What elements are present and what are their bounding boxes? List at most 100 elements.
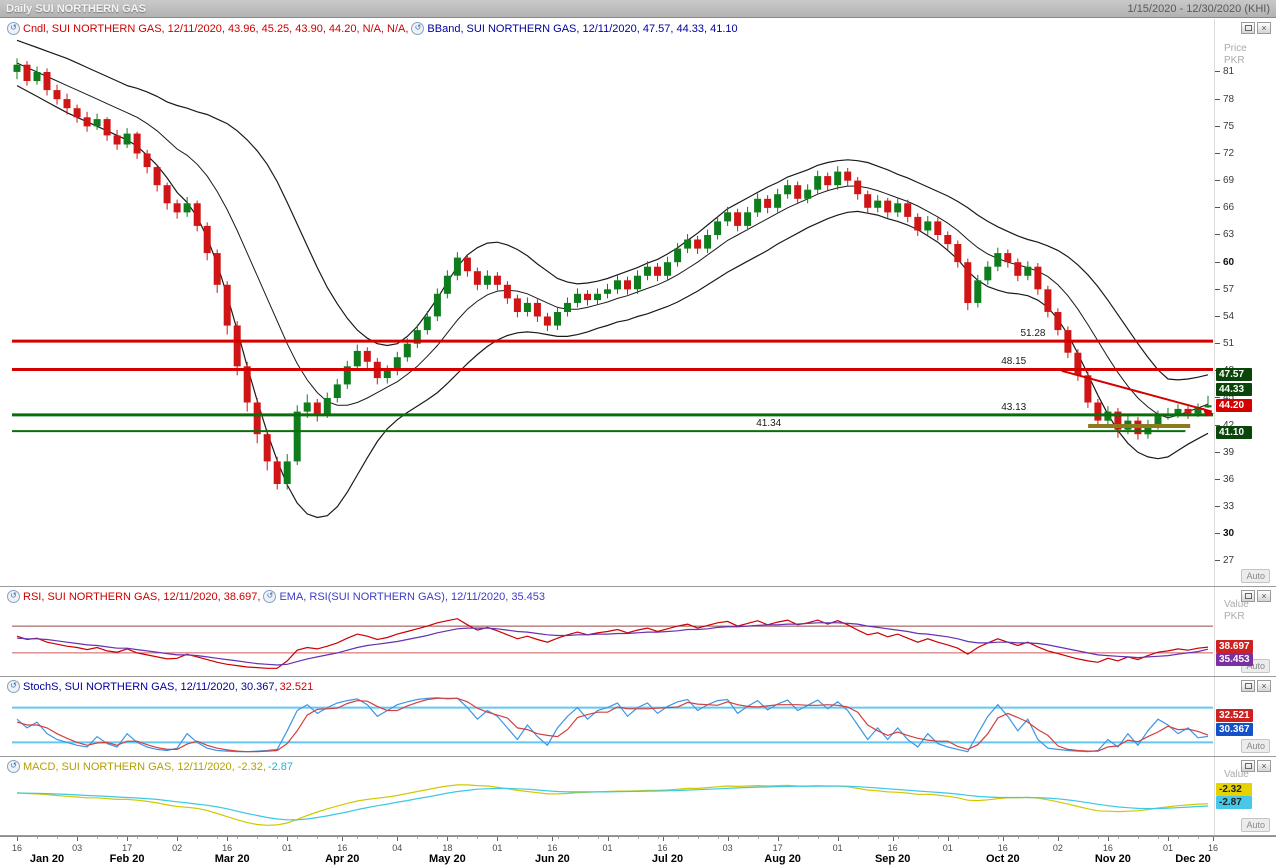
axis-title: PKR [1224,55,1245,66]
date-tick-label: 03 [722,843,733,853]
minor-tick [897,837,899,839]
window-title: Daily SUI NORTHERN GAS [6,2,146,15]
minor-tick [437,837,439,839]
auto-scale-button[interactable]: Auto [1241,818,1270,832]
parameters-icon[interactable]: ↺ [411,22,425,35]
parameters-icon[interactable]: ↺ [7,590,20,603]
tick-value: 69 [1223,175,1235,187]
date-range-label: 1/15/2020 - 12/30/2020 (KHI) [1127,2,1270,15]
date-tick-label: 02 [1052,843,1063,853]
minor-tick [197,837,199,839]
tick-mark [1215,207,1220,209]
price-panel: 51.28 48.15 43.13 41.34 ↺ Cndl, SUI NORTHERN … [0,19,1276,587]
down-trendline[interactable] [1061,369,1213,413]
stoch-series-line [16,697,1209,753]
panel-close-button[interactable]: × [1257,590,1271,602]
minor-tick [257,837,259,839]
restore-icon [1244,682,1252,689]
axis-separator [1214,19,1215,586]
date-tick [342,837,344,841]
month-label: Oct 20 [985,853,1020,865]
panel-restore-button[interactable] [1241,590,1255,602]
axis-separator [1214,757,1215,835]
price-scale-tick: 36 [1215,473,1234,485]
minor-tick [357,837,359,839]
minor-tick [917,837,919,839]
month-label: Feb 20 [109,853,145,865]
auto-scale-button[interactable]: Auto [1241,739,1270,753]
price-scale-tick: 45 [1215,392,1234,404]
axis-title: Value [1224,769,1249,780]
panel-close-button[interactable]: × [1257,22,1271,34]
tick-value: 42 [1223,419,1235,431]
line-value-label: 51.28 [1018,328,1048,340]
month-label: Nov 20 [1094,853,1131,865]
minor-tick [677,837,679,839]
axis-separator [1214,677,1215,756]
date-tick [892,837,894,841]
date-tick-label: 04 [392,843,403,853]
x-axis[interactable]: 16 03 17 02 16 01 16 04 18 01 16 01 16 03 17 01 16 01 16 02… [0,836,1276,867]
price-chart [12,39,1214,519]
date-tick-label: 01 [942,843,953,853]
panel-restore-button[interactable] [1241,680,1255,692]
month-label: Aug 20 [764,853,801,865]
tick-value: 39 [1223,446,1235,458]
minor-tick [737,837,739,839]
tick-mark [1215,261,1220,263]
parameters-icon[interactable]: ↺ [7,760,20,773]
auto-scale-button[interactable]: Auto [1241,569,1270,583]
minor-tick [557,837,559,839]
restore-icon [1244,592,1252,599]
date-tick-label: 16 [657,843,668,853]
rsi-series-line [16,622,1209,666]
tick-mark [1215,451,1220,453]
panel-close-button[interactable]: × [1257,760,1271,772]
month-label: Jul 20 [651,853,684,865]
panel-restore-button[interactable] [1241,760,1255,772]
legend-text: BBand, SUI NORTHERN GAS, 12/11/2020, 47.… [427,22,738,35]
panel-restore-button[interactable] [1241,22,1255,34]
title-bar[interactable]: Daily SUI NORTHERN GAS 1/15/2020 - 12/30… [0,0,1276,18]
tick-mark [1215,98,1220,100]
minor-tick [797,837,799,839]
candles [13,58,1212,490]
tick-mark [1215,315,1220,317]
minor-tick [977,837,979,839]
axis-separator [1214,587,1215,676]
date-tick-label: 16 [222,843,233,853]
minor-tick [297,837,299,839]
tick-mark [1215,288,1220,290]
minor-tick [1077,837,1079,839]
tick-mark [1215,478,1220,480]
parameters-icon[interactable]: ↺ [7,680,20,693]
minor-tick [597,837,599,839]
tick-mark [1215,71,1220,73]
minor-tick [137,837,139,839]
date-tick [227,837,229,841]
panel-close-button[interactable]: × [1257,680,1271,692]
minor-tick [617,837,619,839]
tick-value: 27 [1223,555,1235,567]
legend-text: StochS, SUI NORTHERN GAS, 12/11/2020, 30… [23,680,278,693]
price-scale-tick: 33 [1215,501,1234,513]
minor-tick [337,837,339,839]
price-scale-tick: 51 [1215,338,1234,350]
axis-title: Price [1224,43,1247,54]
parameters-icon[interactable]: ↺ [263,590,277,603]
price-scale-tick: 27 [1215,555,1234,567]
month-label: Sep 20 [874,853,911,865]
rsi-chart [12,618,1213,669]
parameters-icon[interactable]: ↺ [7,22,20,35]
macd-chart [16,784,1209,826]
legend-text: -2.87 [267,760,293,773]
minor-tick [1037,837,1039,839]
tick-value: 57 [1223,283,1235,295]
value-tag: 35.453 [1216,653,1253,667]
minor-tick [637,837,639,839]
minor-tick [877,837,879,839]
date-tick [947,837,949,841]
date-tick-label: 01 [492,843,503,853]
month-label: May 20 [429,853,466,865]
